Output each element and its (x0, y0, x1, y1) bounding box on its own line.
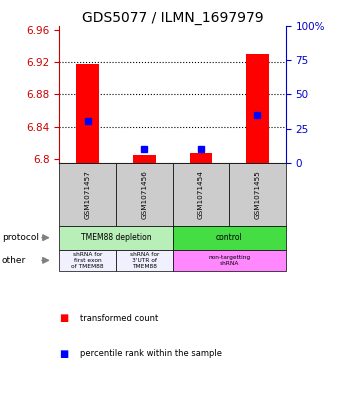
Title: GDS5077 / ILMN_1697979: GDS5077 / ILMN_1697979 (82, 11, 264, 24)
Bar (173, 250, 286, 271)
Text: GSM1071455: GSM1071455 (254, 170, 260, 219)
Bar (133, 155, 156, 163)
Text: non-targetting
shRNA: non-targetting shRNA (208, 255, 250, 266)
Bar (116, 250, 173, 271)
Bar (59, 226, 173, 250)
Bar (76, 64, 99, 163)
Bar (173, 226, 286, 250)
Bar (59, 163, 116, 226)
Bar (116, 163, 173, 226)
Text: ■: ■ (59, 313, 69, 323)
Text: TMEM88 depletion: TMEM88 depletion (81, 233, 151, 242)
Text: other: other (2, 256, 26, 265)
Text: GSM1071456: GSM1071456 (141, 170, 147, 219)
Bar (59, 250, 116, 271)
Text: transformed count: transformed count (80, 314, 158, 323)
Text: GSM1071454: GSM1071454 (198, 170, 204, 219)
Text: percentile rank within the sample: percentile rank within the sample (80, 349, 222, 358)
Bar (189, 153, 212, 163)
Bar (229, 163, 286, 226)
Text: ■: ■ (59, 349, 69, 359)
Bar (246, 54, 269, 163)
Bar (173, 163, 229, 226)
Text: GSM1071457: GSM1071457 (85, 170, 91, 219)
Text: shRNA for
first exon
of TMEM88: shRNA for first exon of TMEM88 (71, 252, 104, 269)
Text: control: control (216, 233, 242, 242)
Text: protocol: protocol (2, 233, 39, 242)
Text: shRNA for
3'UTR of
TMEM88: shRNA for 3'UTR of TMEM88 (130, 252, 159, 269)
